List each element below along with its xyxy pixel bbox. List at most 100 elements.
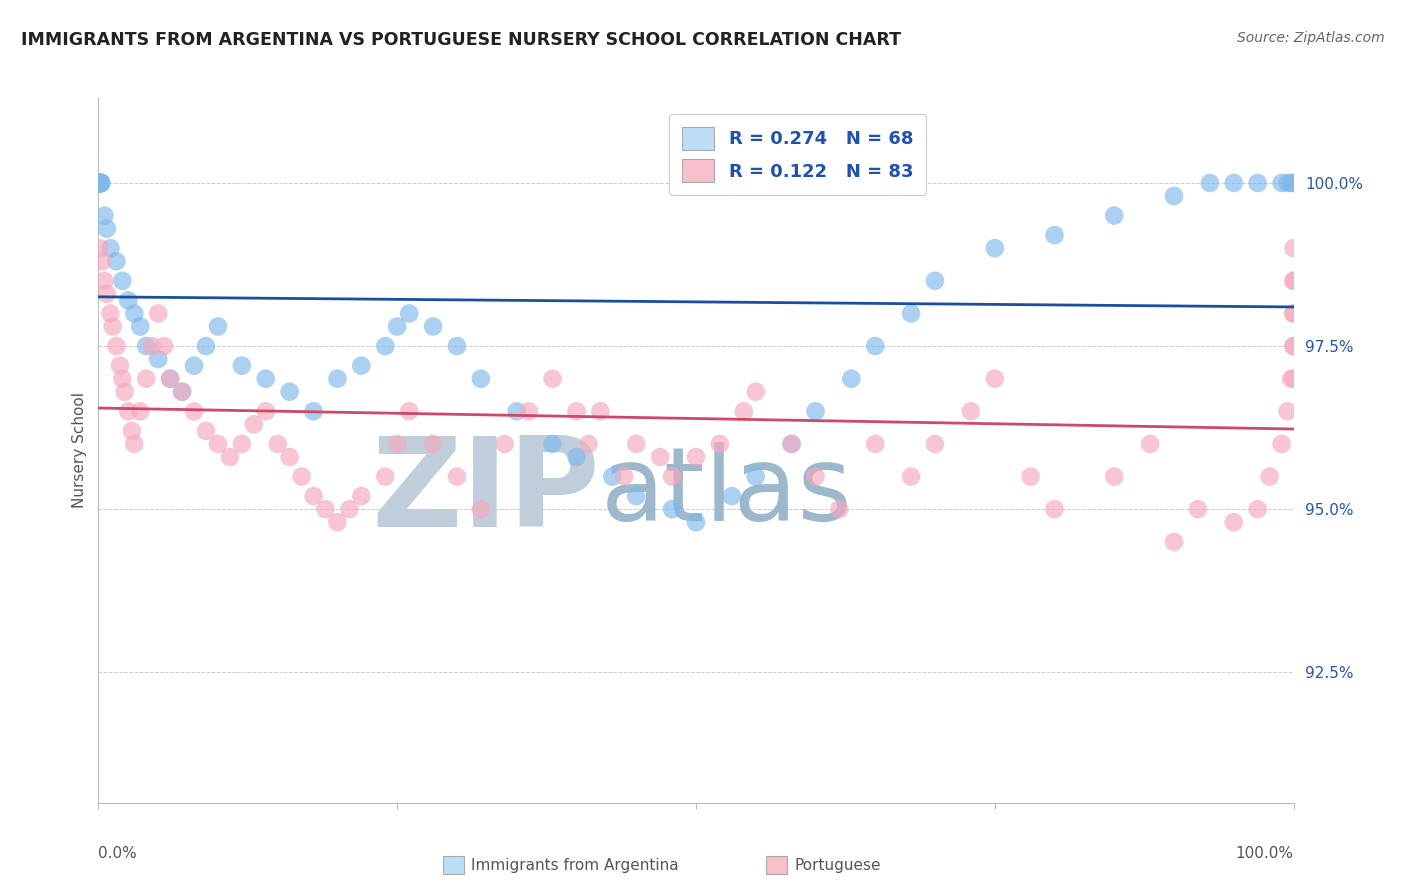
Point	[446, 469, 468, 483]
Point	[1199, 176, 1222, 190]
Point	[111, 372, 134, 386]
Point	[195, 339, 218, 353]
Point	[1277, 176, 1299, 190]
Point	[90, 176, 112, 190]
Point	[129, 319, 152, 334]
Point	[900, 306, 922, 320]
Point	[385, 437, 409, 451]
Point	[93, 274, 115, 288]
Point	[661, 502, 683, 516]
Point	[1223, 176, 1246, 190]
Point	[135, 372, 157, 386]
Point	[108, 359, 131, 373]
Point	[1223, 515, 1246, 529]
Point	[709, 437, 731, 451]
Point	[385, 319, 409, 334]
Point	[650, 450, 672, 464]
Point	[278, 384, 301, 399]
Point	[1271, 176, 1294, 190]
Text: ZIP: ZIP	[371, 433, 600, 553]
Point	[1282, 306, 1305, 320]
Point	[129, 404, 152, 418]
Point	[89, 176, 111, 190]
Point	[1282, 274, 1305, 288]
Point	[1104, 469, 1126, 483]
Point	[613, 469, 636, 483]
Point	[865, 437, 887, 451]
Text: Immigrants from Argentina: Immigrants from Argentina	[471, 858, 679, 872]
Point	[984, 372, 1007, 386]
Point	[900, 469, 922, 483]
Point	[172, 384, 194, 399]
Text: Portuguese: Portuguese	[794, 858, 882, 872]
Point	[89, 176, 111, 190]
Point	[231, 437, 253, 451]
Point	[1043, 228, 1066, 243]
Text: IMMIGRANTS FROM ARGENTINA VS PORTUGUESE NURSERY SCHOOL CORRELATION CHART: IMMIGRANTS FROM ARGENTINA VS PORTUGUESE …	[21, 31, 901, 49]
Point	[159, 372, 181, 386]
Point	[1258, 469, 1281, 483]
Point	[89, 176, 111, 190]
Text: 0.0%: 0.0%	[98, 847, 138, 861]
Point	[541, 437, 564, 451]
Point	[231, 359, 253, 373]
Point	[1279, 372, 1302, 386]
Point	[374, 339, 396, 353]
Point	[339, 502, 361, 516]
Point	[98, 306, 122, 320]
Point	[89, 176, 111, 190]
Point	[96, 221, 118, 235]
Point	[148, 352, 170, 367]
Point	[1247, 502, 1270, 516]
Point	[1019, 469, 1042, 483]
Point	[89, 176, 111, 190]
Point	[90, 176, 112, 190]
Point	[685, 450, 707, 464]
Point	[541, 372, 564, 386]
Point	[374, 469, 396, 483]
Point	[1282, 241, 1305, 255]
Point	[90, 176, 112, 190]
Point	[865, 339, 887, 353]
Point	[114, 384, 136, 399]
Point	[733, 404, 755, 418]
Point	[124, 437, 146, 451]
Point	[183, 404, 205, 418]
Point	[960, 404, 983, 418]
Point	[117, 293, 139, 308]
Point	[685, 515, 707, 529]
Text: atlas: atlas	[600, 442, 852, 543]
Point	[350, 359, 373, 373]
Point	[1282, 274, 1305, 288]
Point	[828, 502, 851, 516]
Point	[589, 404, 612, 418]
Point	[278, 450, 301, 464]
Point	[1163, 534, 1185, 549]
Point	[350, 489, 373, 503]
Point	[89, 176, 111, 190]
Point	[924, 274, 946, 288]
Point	[470, 502, 492, 516]
Point	[90, 176, 112, 190]
Point	[148, 306, 170, 320]
Point	[565, 404, 588, 418]
Point	[117, 404, 139, 418]
Point	[1163, 189, 1185, 203]
Point	[422, 319, 444, 334]
Point	[1247, 176, 1270, 190]
Point	[254, 372, 277, 386]
Point	[661, 469, 683, 483]
Point	[326, 372, 349, 386]
Point	[1139, 437, 1161, 451]
Point	[841, 372, 863, 386]
Point	[565, 450, 588, 464]
Point	[121, 424, 143, 438]
Point	[302, 404, 325, 418]
Point	[207, 319, 229, 334]
Point	[96, 286, 118, 301]
Point	[98, 241, 122, 255]
Point	[195, 424, 218, 438]
Point	[1043, 502, 1066, 516]
Point	[984, 241, 1007, 255]
Point	[422, 437, 444, 451]
